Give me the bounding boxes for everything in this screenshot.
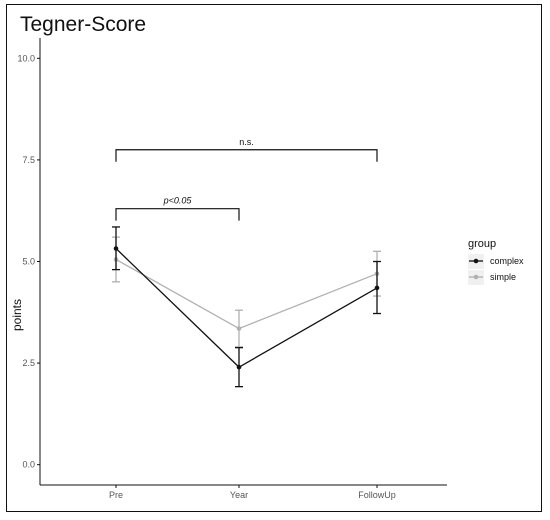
significance-bracket <box>115 149 378 162</box>
data-point <box>236 364 242 370</box>
legend-title: group <box>468 238 496 250</box>
y-axis-label: points <box>10 299 24 331</box>
data-point <box>236 326 242 331</box>
legend-label-complex: complex <box>490 256 524 266</box>
series-simple <box>112 236 381 348</box>
legend: group complex simple <box>468 238 524 285</box>
data-point <box>374 285 380 291</box>
x-tick-label: Year <box>230 490 248 500</box>
x-tick-label: Pre <box>109 490 123 500</box>
y-tick-label: 0.0 <box>22 460 35 470</box>
data-point <box>113 246 119 251</box>
series-layer <box>112 226 381 388</box>
y-tick-label: 5.0 <box>22 257 35 267</box>
figure-frame <box>6 4 542 512</box>
legend-label-simple: simple <box>490 272 516 282</box>
x-tick-label: FollowUp <box>358 490 396 500</box>
y-tick-label: 2.5 <box>22 358 35 368</box>
legend-key-point <box>473 258 479 264</box>
series-line <box>115 248 378 368</box>
series-complex <box>112 226 381 388</box>
series-line <box>115 258 378 330</box>
chart-title: Tegner-Score <box>20 13 146 36</box>
significance-label: p<0.05 <box>163 196 193 206</box>
legend-key-point <box>473 274 479 280</box>
axes: 0.0 2.5 5.0 7.5 10.0 Pre Year FollowUp <box>17 38 447 500</box>
significance-label: n.s. <box>239 137 254 147</box>
y-tick-label: 10.0 <box>17 53 35 63</box>
significance-bracket <box>115 208 240 221</box>
y-tick-label: 7.5 <box>22 155 35 165</box>
significance-annotations: p<0.05 n.s. <box>115 137 378 221</box>
